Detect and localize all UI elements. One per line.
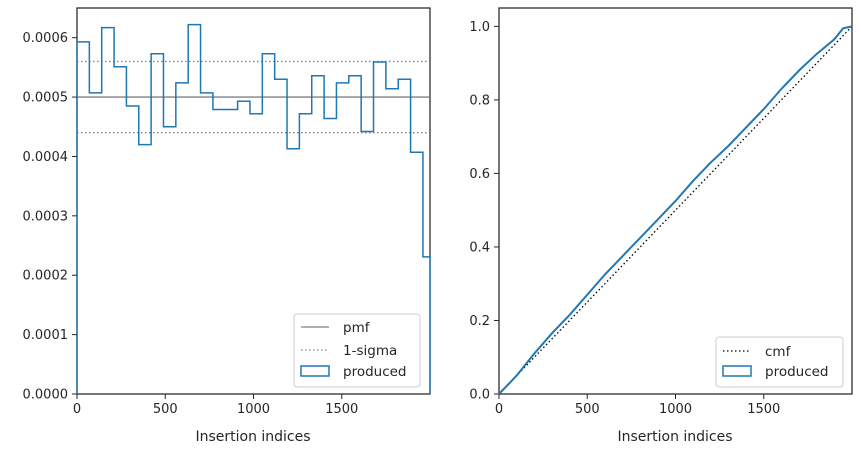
- x-tick-label: 500: [575, 402, 600, 417]
- produced-line: [498, 25, 853, 395]
- legend-produced-handle: [722, 365, 752, 377]
- legend-produced-label: produced: [765, 364, 829, 380]
- x-tick-label: 1500: [325, 402, 358, 417]
- y-tick-label: 0.0005: [23, 91, 69, 106]
- legend-pmf-label: pmf: [343, 320, 371, 336]
- x-tick-label: 1000: [659, 402, 692, 417]
- legend-frame: [715, 336, 844, 388]
- x-tick-label: 0: [495, 402, 503, 417]
- y-tick-label: 0.4: [469, 240, 490, 255]
- y-tick-label: 0.0004: [23, 150, 69, 165]
- legend-1-sigma-label: 1-sigma: [343, 343, 397, 359]
- y-axis-ticks: 0.0000 0.0001 0.0002 0.0003 0.0004 0.0005 0.00…: [23, 31, 77, 403]
- x-axis-ticks: 0 500 1000 1500: [495, 394, 780, 417]
- legend: pmf 1-sigma produced: [293, 313, 421, 388]
- produced-step-outline: [76, 23, 431, 394]
- legend: cmf produced: [715, 336, 844, 388]
- y-tick-label: 0.0003: [23, 209, 69, 224]
- x-axis-label: Insertion indices: [617, 429, 732, 445]
- x-tick-label: 0: [73, 402, 81, 417]
- cumulative-panel: 0 500 1000 1500 0.0 0.2 0.4 0.6 0.8 1.0 Insertio…: [469, 7, 853, 445]
- x-axis-ticks: 0 500 1000 1500: [73, 394, 358, 417]
- y-tick-label: 0.0: [469, 388, 490, 403]
- reference-lines: [77, 60, 430, 134]
- legend-cmf-label: cmf: [765, 344, 792, 360]
- legend-produced-handle: [300, 365, 330, 377]
- x-tick-label: 500: [153, 402, 178, 417]
- y-tick-label: 1.0: [469, 20, 490, 35]
- y-tick-label: 0.6: [469, 167, 490, 182]
- x-tick-label: 1000: [237, 402, 270, 417]
- y-tick-label: 0.0002: [23, 269, 69, 284]
- histogram-panel: 0 500 1000 1500 0.00000.00010.00020.00030.0…: [23, 7, 431, 445]
- y-axis-ticks: 0.0 0.2 0.4 0.6 0.8 1.0: [469, 20, 499, 403]
- y-tick-label: 0.8: [469, 93, 490, 108]
- x-tick-label: 1500: [747, 402, 780, 417]
- histogram-series: [76, 23, 431, 394]
- y-tick-label: 0.0006: [23, 31, 69, 46]
- y-tick-label: 0.0001: [23, 328, 69, 343]
- legend-produced-label: produced: [343, 364, 407, 380]
- legend-frame: [293, 313, 421, 388]
- y-tick-label: 0.0000: [23, 388, 69, 403]
- cumulative-series: [498, 25, 853, 395]
- x-axis-label: Insertion indices: [195, 429, 310, 445]
- y-tick-label: 0.2: [469, 314, 490, 329]
- cmf-line: [498, 25, 853, 395]
